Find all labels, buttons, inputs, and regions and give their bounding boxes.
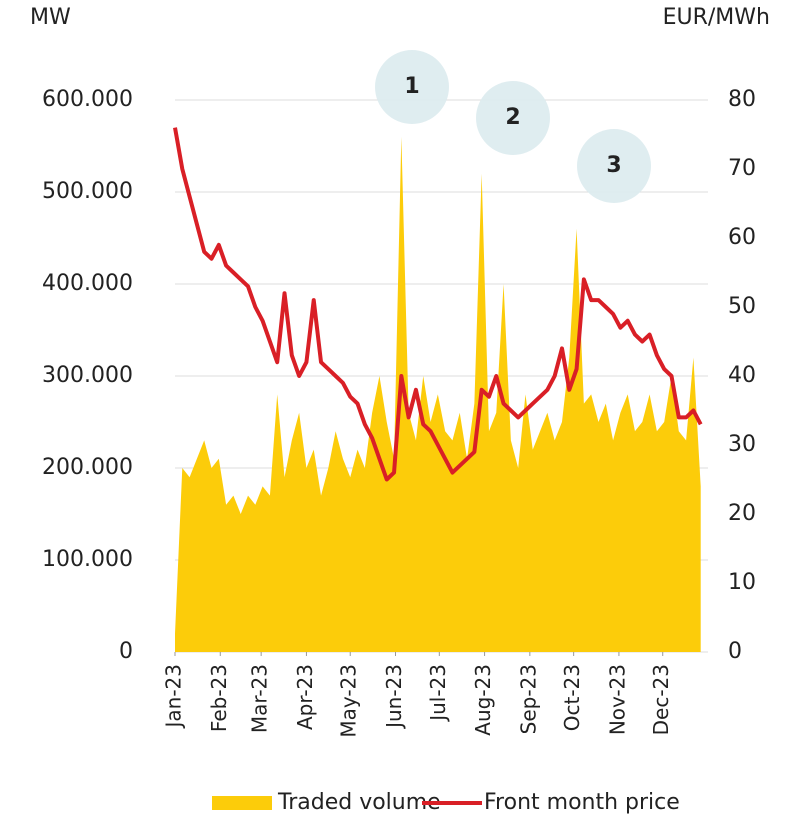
annotation-circle [476, 81, 550, 155]
y2-tick-label: 20 [728, 501, 756, 526]
legend-swatch [212, 796, 272, 810]
y2-axis-label: EUR/MWh [663, 5, 770, 30]
x-tick-label: Apr-23 [293, 664, 317, 730]
legend-label: Traded volume [277, 790, 441, 815]
legend-label: Front month price [484, 790, 680, 815]
x-tick-label: Nov-23 [605, 664, 629, 735]
annotation-label: 3 [606, 153, 621, 178]
price-line [173, 127, 703, 482]
x-tick-label: Dec-23 [649, 664, 673, 735]
y-tick-label: 300.000 [42, 363, 133, 388]
x-tick-label: Sep-23 [516, 664, 540, 734]
y2-tick-label: 60 [728, 225, 756, 250]
x-tick-label: Jan-23 [162, 664, 186, 730]
x-tick-label: Oct-23 [560, 664, 584, 731]
y-tick-label: 200.000 [42, 455, 133, 480]
x-tick-label: Feb-23 [207, 664, 231, 732]
y-tick-label: 0 [119, 639, 133, 664]
y2-tick-label: 50 [728, 294, 756, 319]
y2-tick-label: 40 [728, 363, 756, 388]
y2-tick-label: 80 [728, 87, 756, 112]
y-axis-label: MW [30, 5, 71, 30]
y2-tick-label: 0 [728, 639, 742, 664]
x-tick-label: Jun-23 [382, 664, 406, 730]
y-tick-label: 400.000 [42, 271, 133, 296]
annotation-label: 1 [404, 74, 419, 99]
y2-tick-label: 30 [728, 432, 756, 457]
annotation-circle [577, 129, 651, 203]
annotation-circle [375, 50, 449, 124]
y-tick-label: 100.000 [42, 547, 133, 572]
x-tick-label: Jul-23 [426, 664, 450, 723]
annotation-label: 2 [505, 105, 520, 130]
x-tick-label: Aug-23 [471, 664, 495, 736]
y2-tick-label: 10 [728, 570, 756, 595]
volume-area [175, 136, 701, 653]
y2-tick-label: 70 [728, 156, 756, 181]
x-tick-label: May-23 [337, 664, 361, 738]
y-tick-label: 500.000 [42, 179, 133, 204]
y-tick-label: 600.000 [42, 87, 133, 112]
x-tick-label: Mar-23 [248, 664, 272, 733]
